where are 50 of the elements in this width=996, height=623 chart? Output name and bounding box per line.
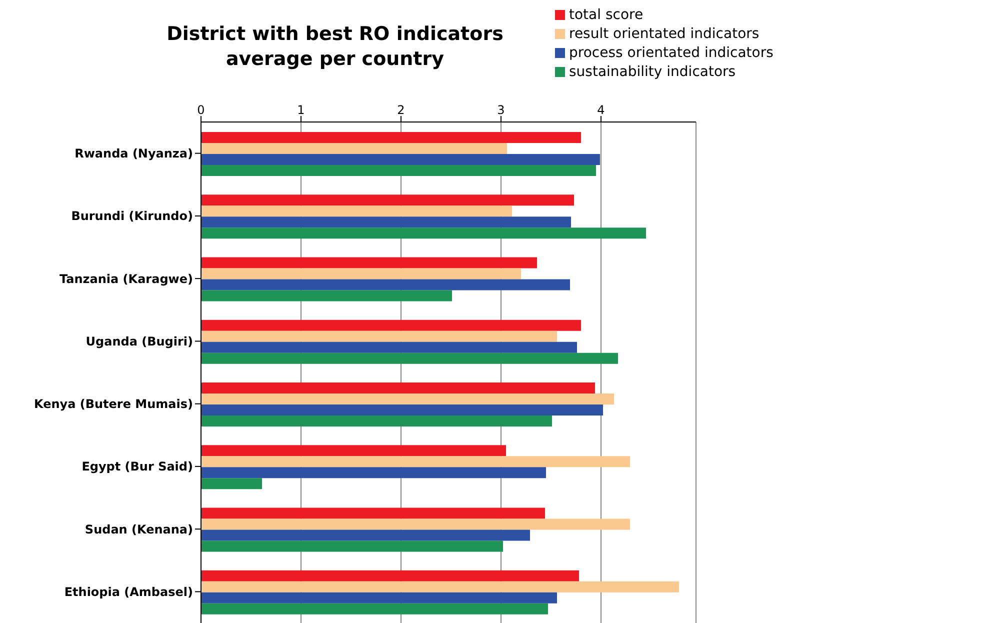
bar [201,518,630,530]
bar [201,320,581,331]
bar [201,508,545,519]
bar [201,330,557,342]
x-tick-label: 2 [397,103,405,117]
bar [201,592,557,604]
bar [201,154,600,166]
legend-label: total score [569,7,644,23]
bar [201,404,603,416]
y-tick-label: Uganda (Bugiri) [86,334,193,348]
bar [201,290,452,302]
bar [201,143,507,154]
bar [201,216,571,228]
y-tick-label: Burundi (Kirundo) [71,209,193,224]
bar [201,394,614,405]
bar [201,467,546,478]
bar [201,228,646,239]
bar [201,445,506,456]
y-tick-label: Kenya (Butere Mumais) [34,397,193,412]
bar [201,165,596,176]
bar [201,382,595,394]
y-tick-label: Sudan (Kenana) [84,522,193,536]
bar [201,478,262,490]
bar [201,416,552,427]
x-tick-label: 4 [597,103,605,117]
y-tick-label: Ethiopia (Ambasel) [64,584,193,599]
legend-label: sustainability indicators [569,64,736,80]
bar [201,456,630,468]
bar [201,132,581,144]
bar [201,352,618,364]
bar [201,279,570,290]
x-tick-label: 3 [497,103,505,117]
bar [201,581,679,592]
legend-label: process orientated indicators [569,45,774,61]
bar [201,268,521,280]
x-tick-label: 0 [197,103,205,117]
chart-title: District with best RO indicators average per country [166,22,504,72]
bar [201,530,530,541]
bar [201,342,577,353]
legend-label: result orientated indicators [569,26,760,42]
bar [201,257,537,268]
bar [201,206,512,217]
y-tick-label: Tanzania (Karagwe) [60,272,193,286]
bar [201,570,579,582]
x-tick-label: 1 [297,103,305,117]
y-tick-label: Rwanda (Nyanza) [74,146,193,161]
y-tick-label: Egypt (Bur Said) [82,460,193,474]
bar [201,194,574,206]
bar [201,603,548,614]
bar [201,540,503,552]
